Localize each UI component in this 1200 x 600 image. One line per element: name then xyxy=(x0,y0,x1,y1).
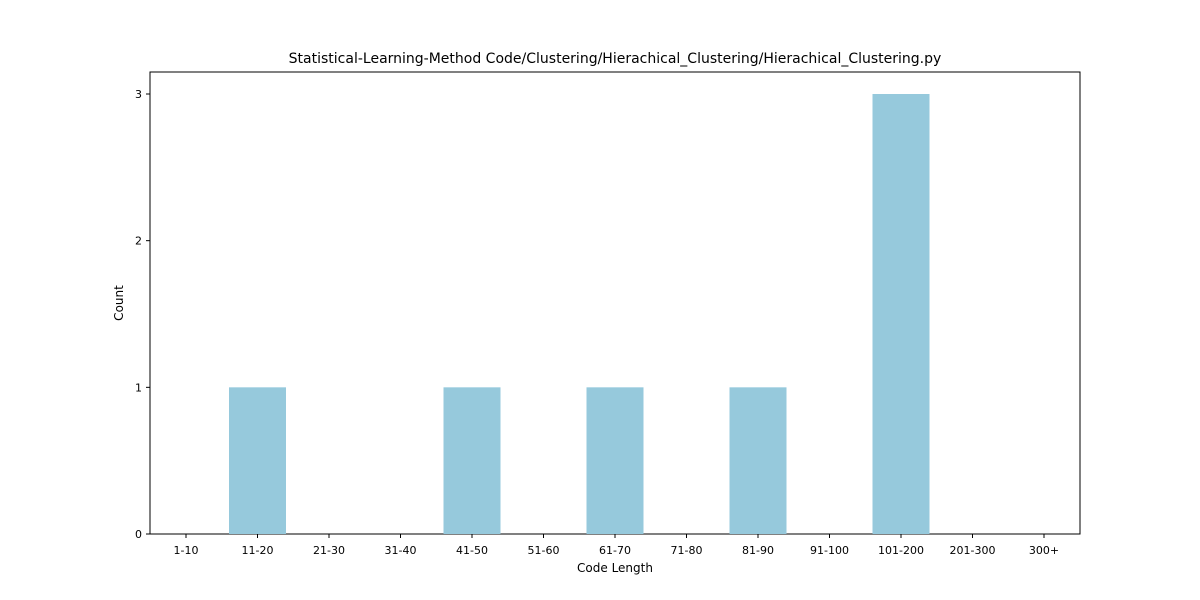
x-axis-label: Code Length xyxy=(577,561,653,575)
x-tick-label: 61-70 xyxy=(599,544,631,557)
x-tick-label: 41-50 xyxy=(456,544,488,557)
x-tick-label: 91-100 xyxy=(810,544,849,557)
x-tick-label: 300+ xyxy=(1029,544,1059,557)
y-tick-label: 2 xyxy=(135,235,142,248)
x-tick-label: 81-90 xyxy=(742,544,774,557)
x-tick-label: 71-80 xyxy=(671,544,703,557)
x-tick-label: 1-10 xyxy=(174,544,199,557)
x-tick-label: 101-200 xyxy=(878,544,924,557)
bar-41-50 xyxy=(443,387,501,534)
bar-61-70 xyxy=(586,387,644,534)
bar-101-200 xyxy=(872,94,930,534)
bars-layer xyxy=(229,94,930,534)
x-tick-label: 11-20 xyxy=(242,544,274,557)
x-tick-label: 201-300 xyxy=(950,544,996,557)
bar-81-90 xyxy=(729,387,787,534)
y-tick-label: 0 xyxy=(135,528,142,541)
x-tick-label: 31-40 xyxy=(385,544,417,557)
bar-11-20 xyxy=(229,387,286,534)
x-tick-label: 21-30 xyxy=(313,544,345,557)
y-axis-ticks: 0 1 2 3 xyxy=(135,88,150,541)
y-tick-label: 3 xyxy=(135,88,142,101)
x-tick-label: 51-60 xyxy=(528,544,560,557)
chart-title: Statistical-Learning-Method Code/Cluster… xyxy=(289,51,942,67)
x-axis-ticks: 1-10 11-20 21-30 31-40 41-50 51-60 61-70 71-80 8… xyxy=(174,534,1059,557)
y-axis-label: Count xyxy=(112,285,126,321)
y-tick-label: 1 xyxy=(135,381,142,394)
